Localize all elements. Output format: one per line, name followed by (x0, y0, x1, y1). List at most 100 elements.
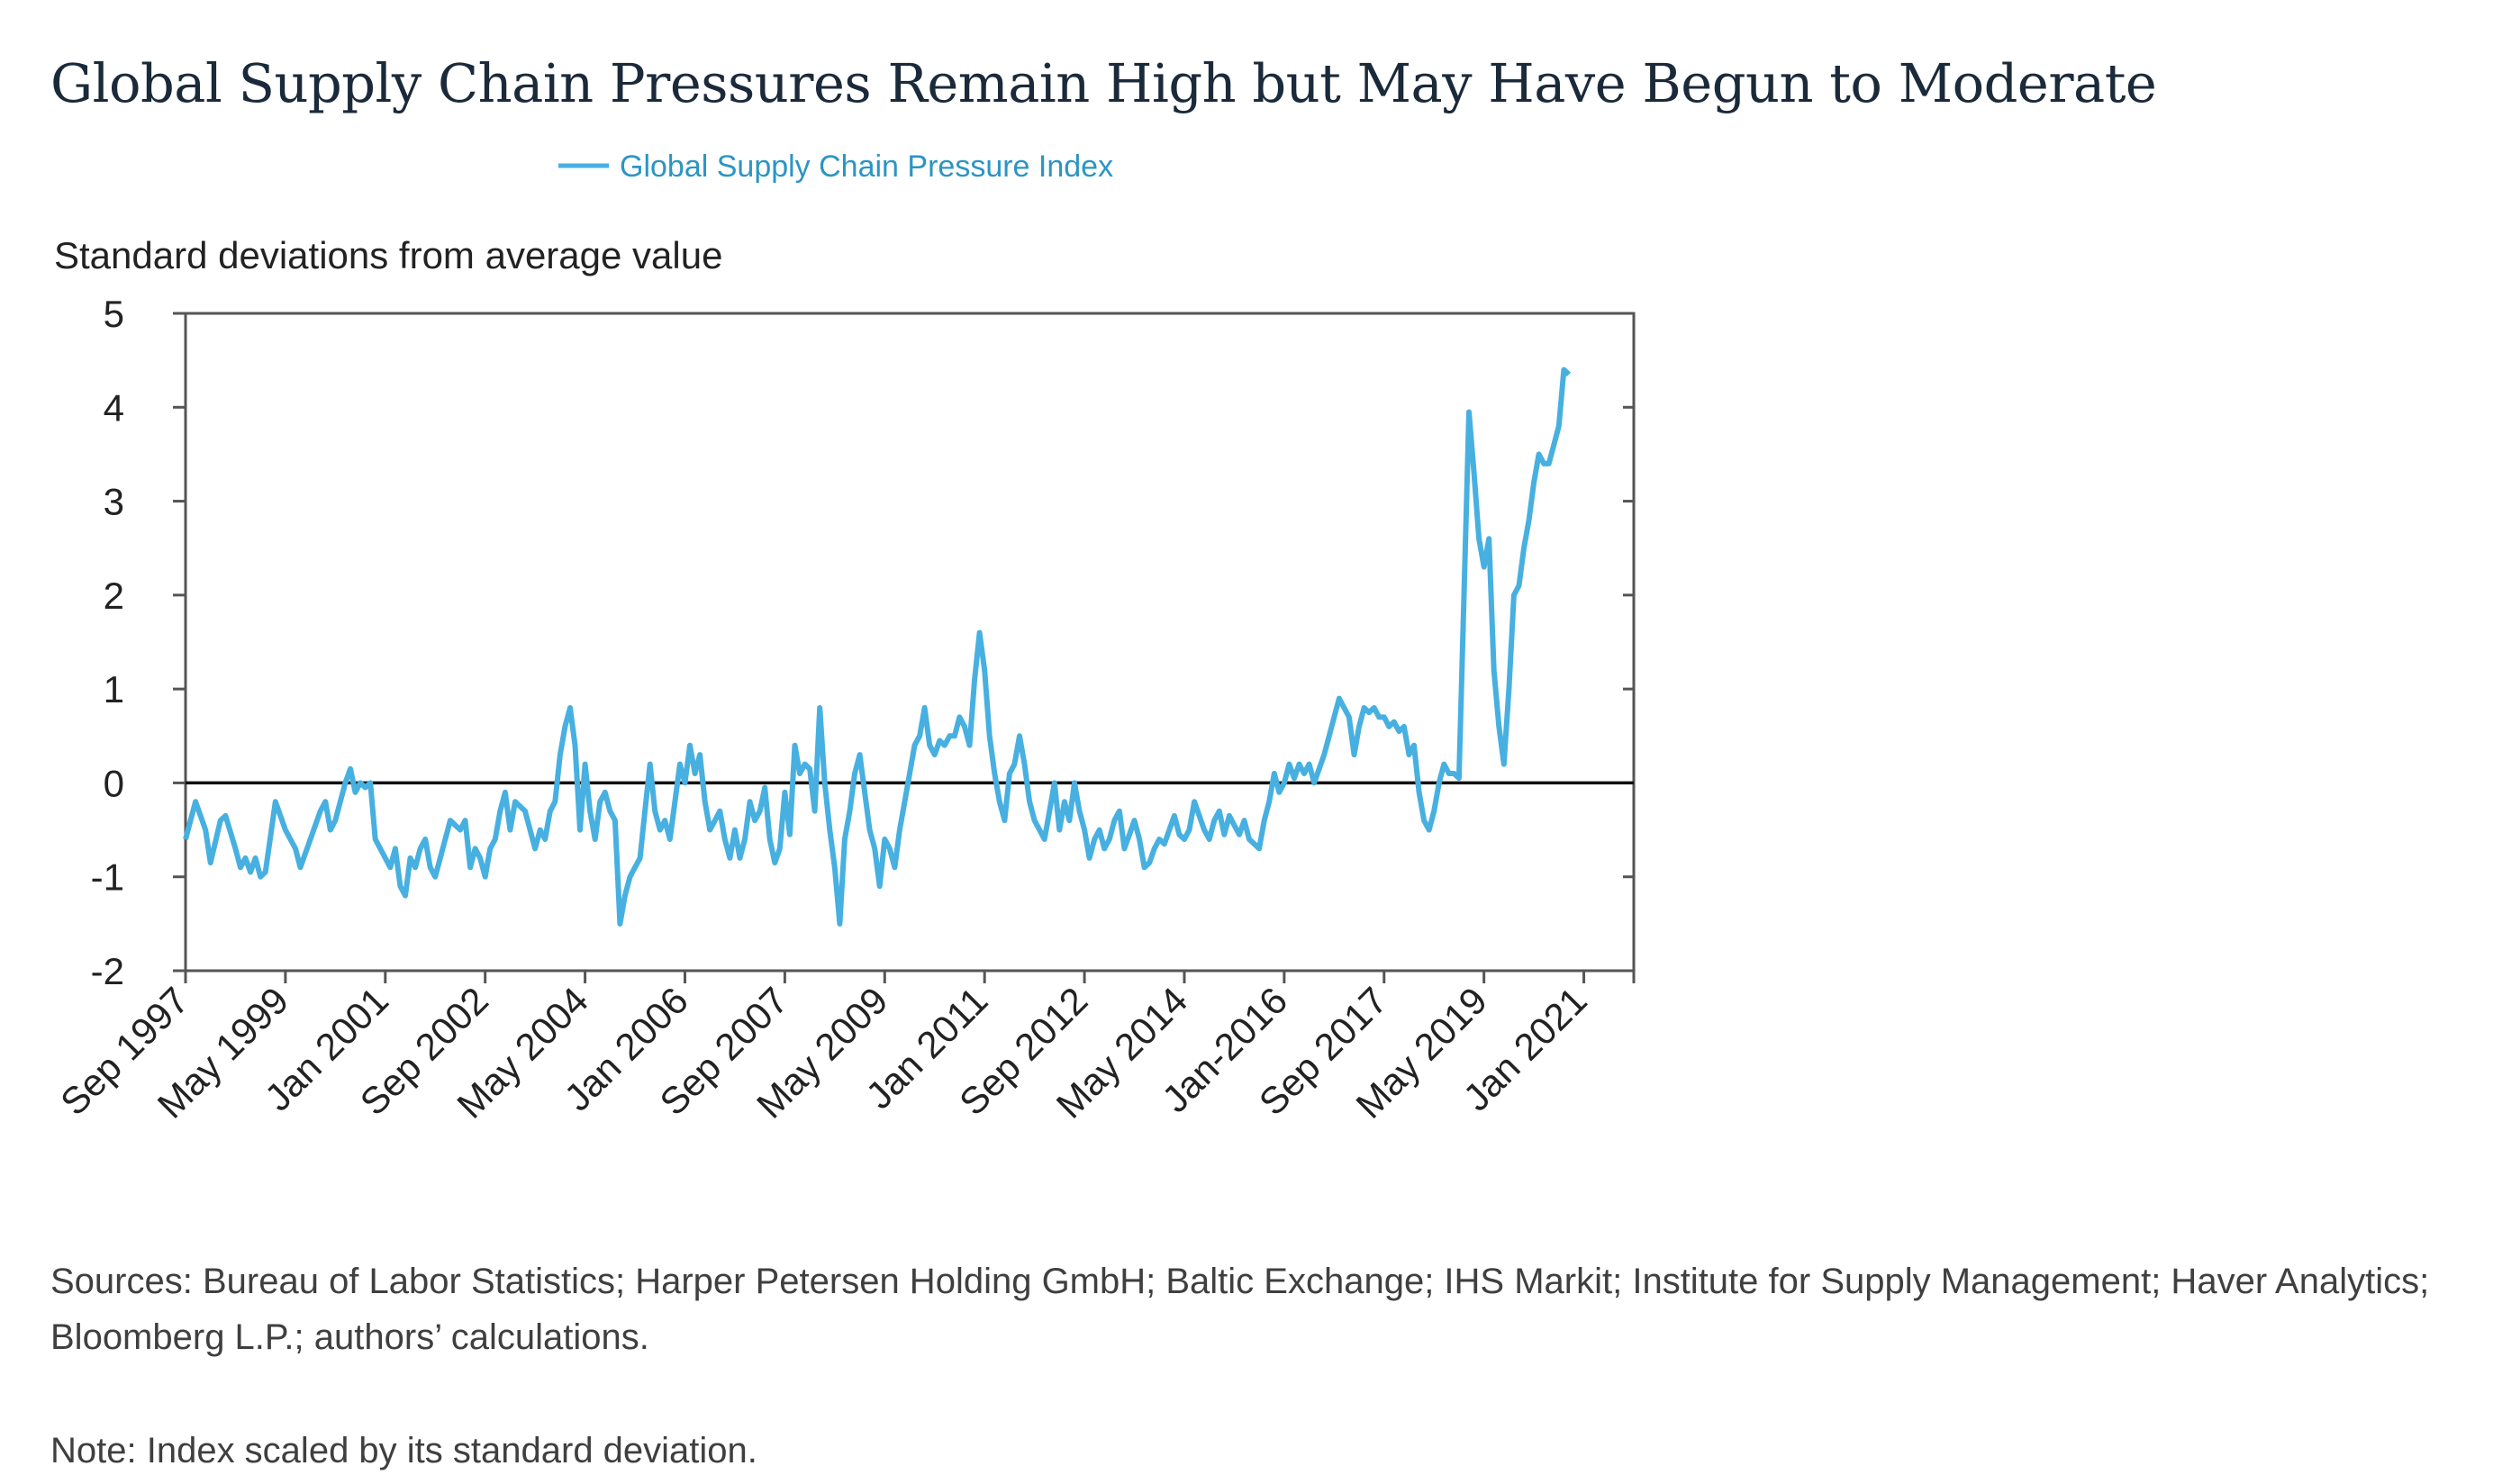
data-point (589, 810, 591, 812)
data-point (1189, 829, 1190, 831)
data-point (1223, 834, 1225, 836)
data-point (240, 866, 241, 868)
chart: Global Supply Chain Pressure Index Stand… (52, 149, 1636, 1127)
data-point (310, 838, 312, 840)
y-tick-label: -2 (91, 950, 124, 992)
data-point (1323, 754, 1325, 756)
data-point (944, 745, 946, 747)
y-tick-label: 5 (104, 293, 124, 335)
y-tick-label: -1 (91, 856, 124, 899)
data-point (1368, 711, 1370, 713)
data-point (1433, 810, 1435, 812)
notes: Sources: Bureau of Labor Statistics; Har… (50, 1253, 2464, 1479)
data-point (389, 866, 391, 868)
y-tick-label: 3 (104, 481, 124, 523)
data-point (1209, 838, 1210, 840)
data-point (1233, 824, 1235, 826)
data-point (499, 810, 501, 812)
data-point (1183, 838, 1185, 840)
data-point (1138, 838, 1140, 840)
data-point (1089, 857, 1091, 859)
data-point (924, 707, 926, 709)
data-point (1523, 547, 1525, 549)
data-point (1293, 777, 1295, 779)
data-point (399, 885, 401, 887)
data-point (1553, 444, 1555, 446)
data-point (1093, 838, 1095, 840)
data-point (999, 801, 1001, 802)
data-point (754, 819, 756, 821)
data-point (224, 815, 226, 817)
data-point (330, 829, 331, 831)
data-point (1348, 716, 1350, 718)
data-point (1338, 698, 1340, 700)
data-point (1119, 810, 1120, 812)
data-point (948, 735, 950, 737)
data-point (1158, 838, 1160, 840)
data-point (1393, 721, 1395, 723)
data-point (749, 801, 751, 802)
data-point (1134, 819, 1135, 821)
data-point (599, 801, 601, 802)
data-point (794, 745, 795, 747)
data-point (424, 838, 426, 840)
data-point (259, 876, 261, 878)
data-point (1388, 726, 1390, 728)
data-point (679, 764, 681, 765)
data-point (1398, 730, 1400, 732)
data-point (255, 857, 257, 859)
data-point (1518, 584, 1519, 586)
data-point (1373, 707, 1375, 709)
data-point (300, 866, 301, 868)
data-point (704, 801, 706, 802)
data-point (524, 810, 526, 812)
data-point (1034, 819, 1036, 821)
data-point (1403, 726, 1405, 728)
data-point (1203, 829, 1205, 831)
data-point (320, 810, 322, 812)
data-point (234, 847, 236, 849)
data-point (904, 801, 905, 802)
data-point (475, 847, 476, 849)
data-point (1058, 829, 1060, 831)
data-point (459, 829, 461, 831)
data-point (534, 847, 536, 849)
data-point (644, 810, 646, 812)
data-point (1258, 847, 1260, 849)
data-point (334, 819, 336, 821)
data-point (654, 810, 656, 812)
data-point (295, 847, 296, 849)
data-point (889, 847, 891, 849)
data-point (220, 819, 222, 821)
data-point (789, 834, 791, 836)
data-point (1543, 463, 1545, 465)
data-point (430, 866, 431, 868)
data-point (414, 866, 416, 868)
data-point (1333, 716, 1335, 718)
data-point (829, 829, 830, 831)
data-point (1254, 843, 1256, 845)
y-tick-label: 1 (104, 668, 124, 710)
y-axis-ticks: 5 4 3 2 1 0 -1 -2 (91, 293, 186, 992)
data-point (884, 838, 885, 840)
data-point (734, 829, 736, 831)
data-point (559, 754, 561, 756)
data-point (634, 866, 636, 868)
series-line-gscpi (183, 366, 1571, 927)
data-point (1409, 754, 1410, 756)
data-point (899, 829, 901, 831)
data-point (1029, 801, 1030, 802)
data-point (759, 810, 761, 812)
note-text: Note: Index scaled by its standard devia… (50, 1431, 757, 1470)
data-point (814, 810, 816, 812)
data-point (204, 829, 206, 831)
data-point (1048, 810, 1050, 812)
data-point (1568, 374, 1570, 376)
data-point (724, 838, 726, 840)
data-point (554, 801, 556, 802)
series-points (185, 369, 1570, 925)
data-point (769, 838, 771, 840)
data-point (1079, 810, 1080, 812)
data-point (1144, 866, 1146, 868)
